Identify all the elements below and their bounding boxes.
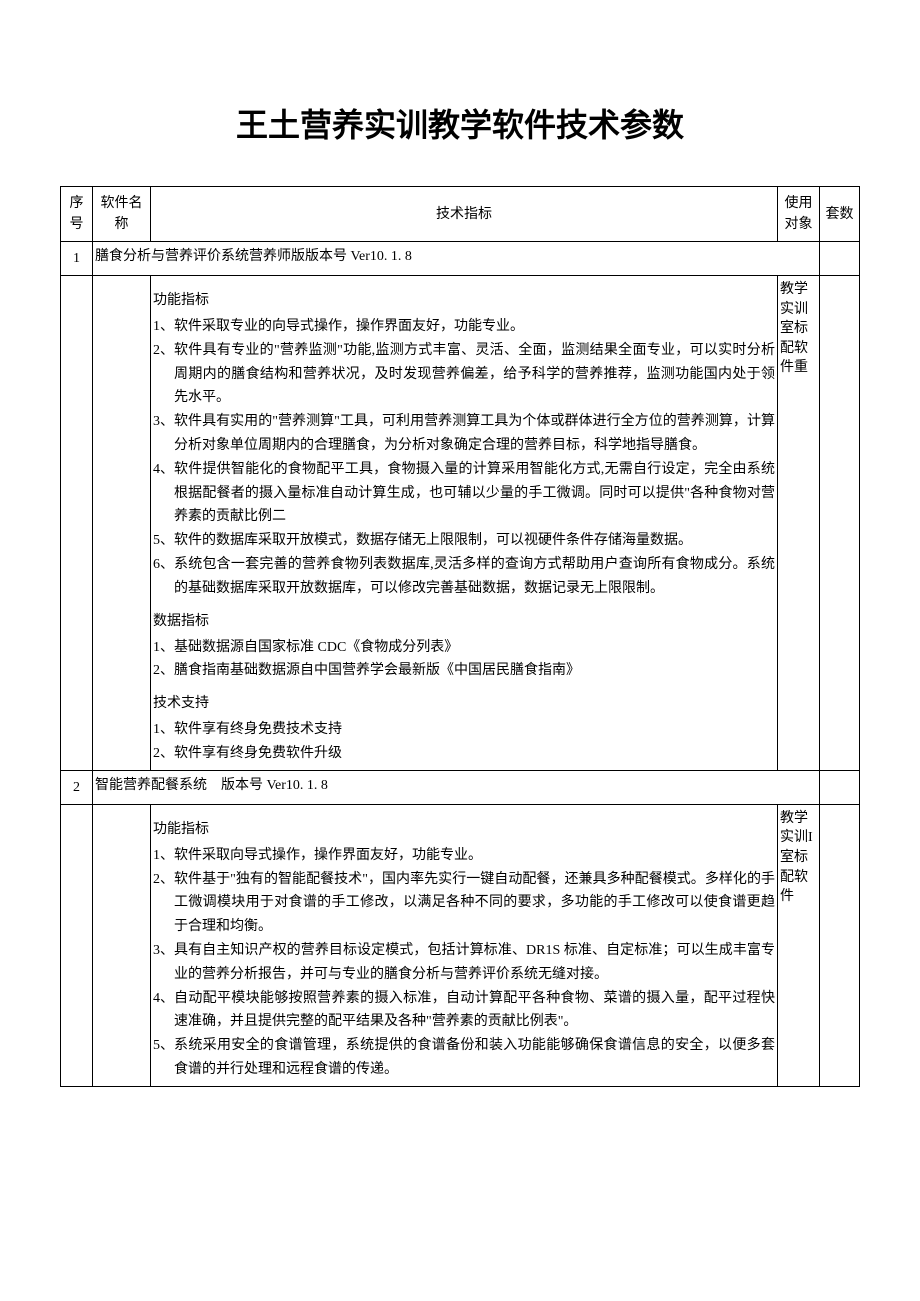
name-cell-empty — [93, 804, 151, 1086]
page-title: 王土营养实训教学软件技术参数 — [60, 100, 860, 146]
spec-item-number: 2、 — [153, 339, 174, 410]
seq-cell: 1 — [61, 242, 93, 276]
table-row: 功能指标1、软件采取专业的向导式操作，操作界面友好，功能专业。2、软件具有专业的… — [61, 276, 860, 771]
spec-item: 4、软件提供智能化的食物配平工具，食物摄入量的计算采用智能化方式,无需自行设定，… — [153, 458, 775, 529]
spec-item-text: 软件基于"独有的智能配餐技术"，国内率先实行一键自动配餐，还兼具多种配餐模式。多… — [174, 868, 775, 939]
spec-item-number: 3、 — [153, 410, 174, 458]
spec-item-number: 1、 — [153, 718, 174, 742]
section-heading: 功能指标 — [153, 280, 775, 315]
spec-item: 5、系统采用安全的食谱管理，系统提供的食谱备份和装入功能能够确保食谱信息的安全，… — [153, 1034, 775, 1082]
spec-item-number: 5、 — [153, 529, 174, 553]
table-row: 功能指标1、软件采取向导式操作，操作界面友好，功能专业。2、软件基于"独有的智能… — [61, 804, 860, 1086]
spec-item: 5、软件的数据库采取开放模式，数据存储无上限限制，可以视硬件条件存储海量数据。 — [153, 529, 775, 553]
header-name: 软件名称 — [93, 187, 151, 242]
section-heading: 功能指标 — [153, 809, 775, 844]
spec-item-text: 软件具有实用的"营养测算"工具，可利用营养测算工具为个体或群体进行全方位的营养测… — [174, 410, 775, 458]
spec-item-text: 自动配平模块能够按照营养素的摄入标准，自动计算配平各种食物、菜谱的摄入量，配平过… — [174, 987, 775, 1035]
spec-table: 序号 软件名称 技术指标 使用对象 套数 1膳食分析与营养评价系统营养师版版本号… — [60, 186, 860, 1087]
spec-item-text: 软件采取向导式操作，操作界面友好，功能专业。 — [174, 844, 775, 868]
qty-cell — [820, 804, 860, 1086]
spec-item: 4、自动配平模块能够按照营养素的摄入标准，自动计算配平各种食物、菜谱的摄入量，配… — [153, 987, 775, 1035]
user-cell: 教学实训I 室标配软件 — [778, 804, 820, 1086]
spec-item-text: 软件提供智能化的食物配平工具，食物摄入量的计算采用智能化方式,无需自行设定，完全… — [174, 458, 775, 529]
user-cell: 教学实训室标配软件重 — [778, 276, 820, 771]
spec-item-text: 膳食指南基础数据源自中国营养学会最新版《中国居民膳食指南》 — [174, 659, 775, 683]
spec-item-text: 系统采用安全的食谱管理，系统提供的食谱备份和装入功能能够确保食谱信息的安全，以便… — [174, 1034, 775, 1082]
spec-item: 6、系统包含一套完善的营养食物列表数据库,灵活多样的查询方式帮助用户查询所有食物… — [153, 553, 775, 601]
spec-item-text: 系统包含一套完善的营养食物列表数据库,灵活多样的查询方式帮助用户查询所有食物成分… — [174, 553, 775, 601]
tech-spec-cell: 功能指标1、软件采取向导式操作，操作界面友好，功能专业。2、软件基于"独有的智能… — [151, 804, 778, 1086]
spec-item-text: 软件享有终身免费技术支持 — [174, 718, 775, 742]
spec-item-number: 4、 — [153, 987, 174, 1035]
spec-item: 2、软件具有专业的"营养监测"功能,监测方式丰富、灵活、全面，监测结果全面专业，… — [153, 339, 775, 410]
spec-item-text: 软件的数据库采取开放模式，数据存储无上限限制，可以视硬件条件存储海量数据。 — [174, 529, 775, 553]
table-row: 2智能营养配餐系统 版本号 Ver10. 1. 8 — [61, 770, 860, 804]
spec-item-number: 3、 — [153, 939, 174, 987]
spec-item-text: 软件享有终身免费软件升级 — [174, 742, 775, 766]
spec-item: 1、软件采取向导式操作，操作界面友好，功能专业。 — [153, 844, 775, 868]
section-heading: 技术支持 — [153, 683, 775, 718]
spec-item-number: 1、 — [153, 636, 174, 660]
spec-item: 3、软件具有实用的"营养测算"工具，可利用营养测算工具为个体或群体进行全方位的营… — [153, 410, 775, 458]
table-row: 1膳食分析与营养评价系统营养师版版本号 Ver10. 1. 8 — [61, 242, 860, 276]
qty-cell — [820, 770, 860, 804]
spec-item: 2、膳食指南基础数据源自中国营养学会最新版《中国居民膳食指南》 — [153, 659, 775, 683]
name-cell-empty — [93, 276, 151, 771]
spec-item: 2、软件基于"独有的智能配餐技术"，国内率先实行一键自动配餐，还兼具多种配餐模式… — [153, 868, 775, 939]
software-title-cell: 膳食分析与营养评价系统营养师版版本号 Ver10. 1. 8 — [93, 242, 820, 276]
spec-item-text: 软件采取专业的向导式操作，操作界面友好，功能专业。 — [174, 315, 775, 339]
spec-item-number: 1、 — [153, 315, 174, 339]
spec-item-number: 2、 — [153, 742, 174, 766]
seq-cell: 2 — [61, 770, 93, 804]
header-user: 使用对象 — [778, 187, 820, 242]
spec-item-number: 2、 — [153, 868, 174, 939]
header-seq: 序号 — [61, 187, 93, 242]
qty-cell — [820, 242, 860, 276]
spec-item-text: 具有自主知识产权的营养目标设定模式，包括计算标准、DR1S 标准、自定标准；可以… — [174, 939, 775, 987]
section-heading: 数据指标 — [153, 601, 775, 636]
seq-cell-empty — [61, 276, 93, 771]
spec-item: 1、软件享有终身免费技术支持 — [153, 718, 775, 742]
tech-spec-cell: 功能指标1、软件采取专业的向导式操作，操作界面友好，功能专业。2、软件具有专业的… — [151, 276, 778, 771]
header-qty: 套数 — [820, 187, 860, 242]
spec-item: 2、软件享有终身免费软件升级 — [153, 742, 775, 766]
spec-item-text: 基础数据源自国家标准 CDC《食物成分列表》 — [174, 636, 775, 660]
spec-item-number: 5、 — [153, 1034, 174, 1082]
spec-item: 1、基础数据源自国家标准 CDC《食物成分列表》 — [153, 636, 775, 660]
software-title-cell: 智能营养配餐系统 版本号 Ver10. 1. 8 — [93, 770, 820, 804]
table-header-row: 序号 软件名称 技术指标 使用对象 套数 — [61, 187, 860, 242]
spec-item-number: 1、 — [153, 844, 174, 868]
spec-item-text: 软件具有专业的"营养监测"功能,监测方式丰富、灵活、全面，监测结果全面专业，可以… — [174, 339, 775, 410]
spec-item: 1、软件采取专业的向导式操作，操作界面友好，功能专业。 — [153, 315, 775, 339]
spec-item-number: 2、 — [153, 659, 174, 683]
spec-item-number: 6、 — [153, 553, 174, 601]
seq-cell-empty — [61, 804, 93, 1086]
header-spec: 技术指标 — [151, 187, 778, 242]
spec-item: 3、具有自主知识产权的营养目标设定模式，包括计算标准、DR1S 标准、自定标准；… — [153, 939, 775, 987]
spec-item-number: 4、 — [153, 458, 174, 529]
qty-cell — [820, 276, 860, 771]
